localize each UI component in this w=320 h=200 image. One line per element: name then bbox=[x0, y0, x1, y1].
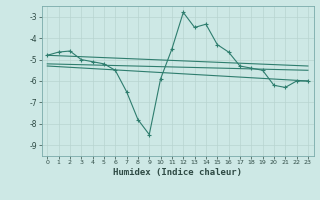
X-axis label: Humidex (Indice chaleur): Humidex (Indice chaleur) bbox=[113, 168, 242, 177]
